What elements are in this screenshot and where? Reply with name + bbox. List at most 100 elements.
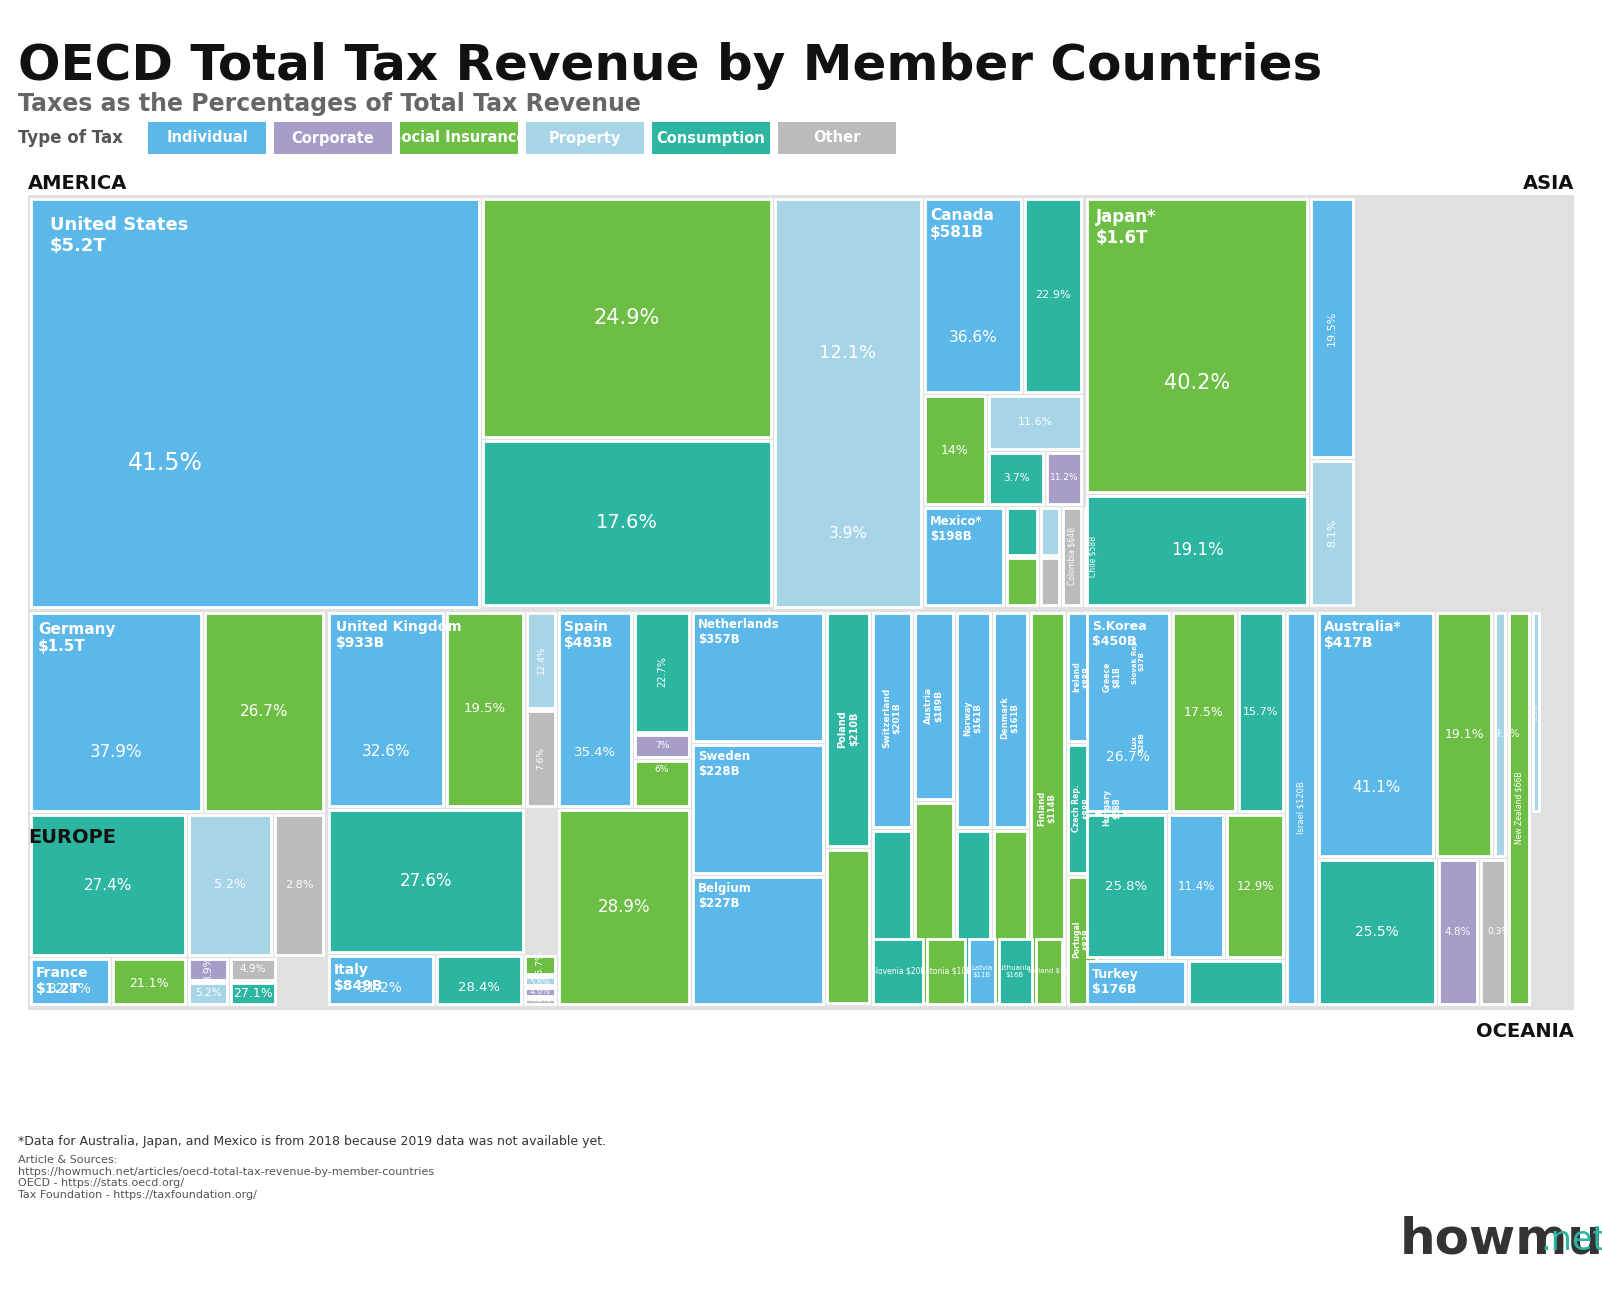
Bar: [634, 735, 689, 757]
Bar: [1041, 508, 1059, 555]
Bar: [827, 613, 868, 846]
Bar: [27, 195, 1575, 1010]
Bar: [1238, 613, 1283, 811]
Bar: [924, 396, 985, 504]
Bar: [274, 121, 392, 154]
Bar: [1101, 613, 1125, 741]
Text: 0.3%: 0.3%: [1488, 927, 1511, 936]
Bar: [915, 613, 953, 799]
Text: Property: Property: [549, 131, 622, 145]
Text: 41.5%: 41.5%: [128, 451, 202, 475]
Text: Social Insurance: Social Insurance: [391, 131, 527, 145]
Text: Poland
$210B: Poland $210B: [838, 710, 859, 748]
Bar: [559, 613, 631, 806]
Text: 21.1%: 21.1%: [130, 977, 168, 990]
Bar: [694, 613, 823, 741]
Text: 17.6%: 17.6%: [596, 513, 658, 533]
Bar: [779, 121, 896, 154]
Text: 9.5%: 9.5%: [1493, 729, 1520, 739]
Text: 28.9%: 28.9%: [598, 899, 650, 916]
Text: 28.4%: 28.4%: [458, 981, 500, 994]
Bar: [1318, 859, 1435, 1004]
Bar: [400, 121, 517, 154]
Text: 5.8%: 5.8%: [529, 978, 551, 987]
Bar: [328, 956, 433, 1004]
Bar: [276, 815, 324, 955]
Text: 11.6%: 11.6%: [1017, 417, 1053, 427]
Bar: [525, 999, 554, 1004]
Text: Slovenia $20B: Slovenia $20B: [871, 966, 926, 976]
Text: 19.1%: 19.1%: [1171, 541, 1224, 559]
Bar: [1048, 453, 1081, 504]
Text: Hungary
$58B: Hungary $58B: [1102, 790, 1121, 827]
Text: 4.9%: 4.9%: [240, 964, 266, 974]
Bar: [873, 939, 923, 1004]
Text: Individual: Individual: [167, 131, 248, 145]
Bar: [827, 850, 868, 1003]
Text: Netherlands
$357B: Netherlands $357B: [698, 618, 780, 646]
Text: 19.5%: 19.5%: [1326, 311, 1338, 346]
Bar: [147, 121, 266, 154]
Text: France
$1.2T: France $1.2T: [35, 966, 88, 996]
Text: Other: Other: [814, 131, 860, 145]
Text: 11.2%: 11.2%: [1049, 474, 1078, 482]
Bar: [694, 878, 823, 1004]
Text: Estonia $10B: Estonia $10B: [921, 966, 971, 976]
Bar: [1041, 558, 1059, 605]
Text: 22.9%: 22.9%: [1035, 290, 1070, 300]
Bar: [956, 831, 990, 1003]
Text: 7%: 7%: [655, 742, 670, 751]
Bar: [527, 710, 554, 806]
Bar: [30, 199, 479, 607]
Bar: [1036, 939, 1062, 1004]
Bar: [525, 977, 554, 985]
Text: Denmark
$161B: Denmark $161B: [1000, 696, 1020, 739]
Text: Switzerland
$201B: Switzerland $201B: [883, 688, 902, 748]
Bar: [1533, 613, 1540, 811]
Bar: [1439, 859, 1477, 1004]
Text: United States
$5.2T: United States $5.2T: [50, 215, 189, 255]
Text: OCEANIA: OCEANIA: [1475, 1023, 1575, 1041]
Text: Corporate: Corporate: [292, 131, 375, 145]
Text: 27.4%: 27.4%: [83, 878, 133, 892]
Bar: [1169, 815, 1222, 957]
Bar: [189, 815, 271, 955]
Text: Turkey
$176B: Turkey $176B: [1093, 968, 1139, 996]
Bar: [1025, 199, 1081, 392]
Text: 15.7%: 15.7%: [1243, 707, 1278, 717]
Text: Mexico*
$198B: Mexico* $198B: [931, 515, 982, 543]
Text: Type of Tax: Type of Tax: [18, 129, 123, 148]
Text: 3.7%: 3.7%: [1003, 473, 1028, 483]
Bar: [1069, 744, 1096, 872]
Text: 11.4%: 11.4%: [1177, 879, 1214, 892]
Bar: [30, 613, 200, 811]
Text: 4.8%: 4.8%: [1445, 927, 1471, 936]
Bar: [1008, 558, 1036, 605]
Text: Lux
$28B: Lux $28B: [1131, 733, 1144, 752]
Bar: [1088, 199, 1307, 492]
Text: 31.2%: 31.2%: [359, 981, 404, 994]
Bar: [634, 613, 689, 731]
Text: *Data for Australia, Japan, and Mexico is from 2018 because 2019 data was not av: *Data for Australia, Japan, and Mexico i…: [18, 1135, 606, 1148]
Bar: [1088, 613, 1169, 811]
Text: 27.6%: 27.6%: [400, 872, 452, 889]
Text: .net: .net: [1540, 1224, 1602, 1256]
Bar: [873, 613, 912, 827]
Text: 12.9%: 12.9%: [1237, 879, 1274, 892]
Text: Canada
$581B: Canada $581B: [931, 208, 993, 240]
Bar: [1000, 939, 1032, 1004]
Bar: [482, 441, 771, 605]
Text: 2.8%: 2.8%: [285, 880, 314, 889]
Text: 12.4%: 12.4%: [537, 645, 546, 674]
Text: Slovak Rep.
$37B: Slovak Rep. $37B: [1131, 637, 1144, 684]
Text: 25.7%: 25.7%: [535, 951, 545, 980]
Text: OECD Total Tax Revenue by Member Countries: OECD Total Tax Revenue by Member Countri…: [18, 42, 1322, 90]
Text: AMERICA: AMERICA: [27, 174, 128, 193]
Text: Colombia $64B: Colombia $64B: [1067, 526, 1077, 585]
Bar: [1128, 712, 1149, 774]
Bar: [775, 199, 921, 607]
Text: 27.1%: 27.1%: [234, 987, 272, 1000]
Bar: [1509, 613, 1528, 1004]
Text: 26.7%: 26.7%: [240, 704, 288, 720]
Bar: [328, 613, 444, 806]
